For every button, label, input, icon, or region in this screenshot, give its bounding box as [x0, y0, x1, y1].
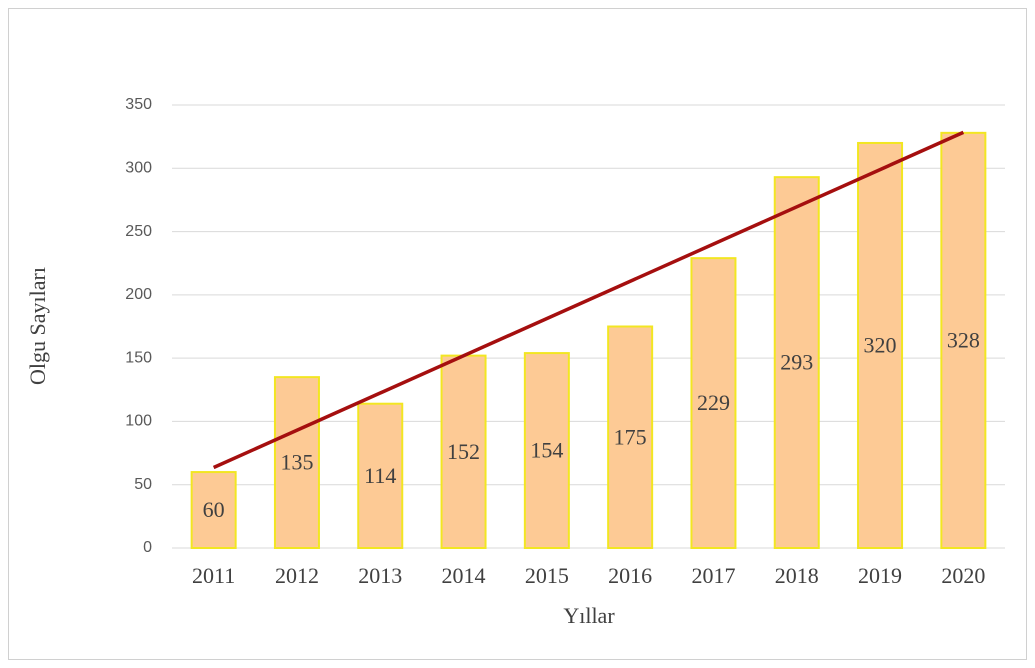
y-tick-label: 350	[125, 96, 152, 113]
bar	[357, 402, 404, 549]
data-label: 320	[864, 333, 897, 358]
y-tick-label: 0	[143, 539, 152, 556]
bar	[273, 376, 320, 549]
y-axis-title: Olgu Sayıları	[25, 267, 50, 385]
y-tick-label: 250	[125, 223, 152, 240]
data-label: 135	[280, 450, 313, 475]
bar	[190, 471, 237, 549]
x-axis-title: Yıllar	[563, 603, 615, 628]
data-label: 154	[530, 438, 563, 463]
x-tick-label: 2015	[525, 563, 569, 588]
x-tick-label: 2016	[608, 563, 652, 588]
y-tick-label: 50	[134, 476, 152, 493]
bar	[523, 352, 570, 549]
data-label: 60	[203, 497, 225, 522]
trendline	[212, 130, 965, 470]
y-tick-label: 300	[125, 160, 152, 177]
x-tick-label: 2014	[442, 563, 486, 588]
y-tick-label: 200	[125, 286, 152, 303]
bar	[940, 131, 987, 550]
bar	[773, 176, 820, 549]
marks	[190, 131, 987, 550]
bar	[690, 257, 737, 549]
bar	[857, 141, 904, 549]
data-label: 152	[447, 439, 480, 464]
data-label: 114	[364, 463, 396, 488]
y-tick-label: 100	[125, 413, 152, 430]
bar	[440, 354, 487, 549]
x-tick-label: 2020	[941, 563, 985, 588]
data-label: 229	[697, 390, 730, 415]
x-tick-label: 2012	[275, 563, 319, 588]
data-label: 328	[947, 327, 980, 352]
chart-border	[8, 8, 1027, 660]
x-tick-label: 2013	[358, 563, 402, 588]
bar	[607, 325, 654, 549]
x-tick-label: 2017	[691, 563, 735, 588]
x-tick-label: 2018	[775, 563, 819, 588]
data-label: 293	[780, 350, 813, 375]
x-tick-label: 2019	[858, 563, 902, 588]
x-tick-label: 2011	[192, 563, 235, 588]
data-label: 175	[614, 424, 647, 449]
y-tick-label: 150	[125, 349, 152, 366]
